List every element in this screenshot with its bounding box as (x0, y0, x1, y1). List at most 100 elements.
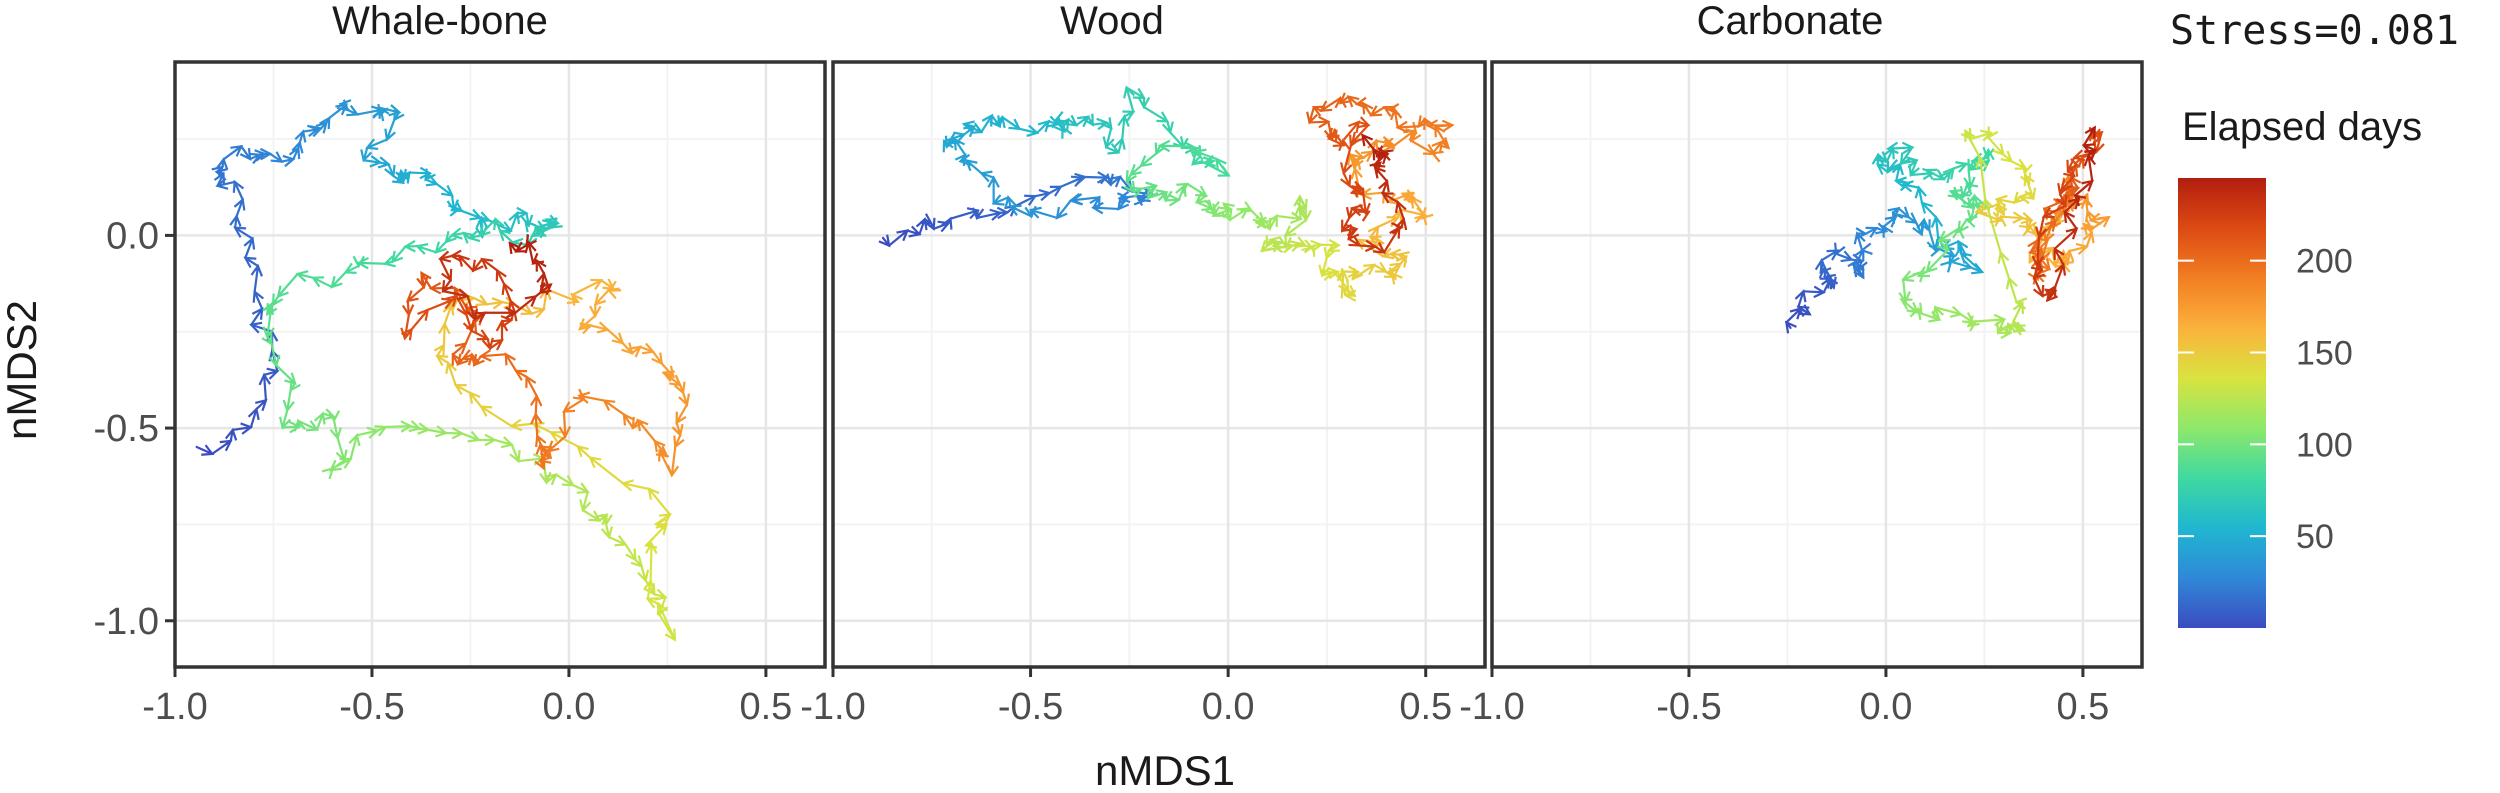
trajectory-segment (356, 108, 383, 116)
trajectory-arrowhead (1833, 242, 1846, 256)
trajectory-arrowhead (321, 466, 335, 480)
trajectory-segment (1320, 96, 1342, 112)
trajectory-segment (1399, 208, 1427, 217)
trajectory-segment (660, 362, 675, 378)
trajectory-segment (649, 542, 653, 582)
trajectory-segment (534, 413, 539, 438)
trajectory-segment (249, 407, 258, 429)
trajectory-segment (1820, 249, 1839, 262)
trajectory-segment (1034, 192, 1051, 198)
stress-label: Stress=0.081 (2170, 8, 2459, 54)
trajectory-segment (1117, 196, 1129, 211)
trajectory-segment (589, 456, 625, 485)
trajectory-arrowhead (1415, 212, 1428, 226)
trajectory-segment (1386, 262, 1402, 274)
trajectory-segment (496, 269, 506, 286)
trajectory-segment (1059, 176, 1084, 188)
trajectory-segment (1410, 139, 1436, 155)
trajectory-segment (244, 256, 260, 268)
trajectory-segment (1308, 120, 1330, 124)
trajectory-segment (606, 328, 624, 345)
trajectory-segment (1934, 216, 1940, 239)
trajectory-segment (2060, 174, 2076, 191)
trajectory-segment (1339, 277, 1350, 292)
trajectory-segment (2054, 263, 2065, 288)
trajectory-segment (1284, 219, 1308, 237)
trajectory-segment (547, 435, 567, 453)
trajectory-segment (344, 264, 360, 274)
trajectory-segment (657, 602, 676, 641)
trajectory-segment (420, 271, 426, 289)
trajectory-segment (1341, 270, 1345, 289)
trajectory-segment (1396, 200, 1405, 221)
trajectory-segment (1999, 215, 2024, 220)
trajectory-segment (480, 405, 513, 428)
panel-wood (831, 60, 1487, 669)
trajectory-segment (1835, 252, 1853, 261)
trajectory-segment (1381, 192, 1399, 204)
trajectory-segment (447, 361, 457, 387)
trajectory-segment (576, 445, 592, 459)
trajectory-segment (250, 307, 264, 326)
trajectory-segment (562, 398, 585, 413)
trajectory-segment (2087, 154, 2094, 183)
trajectory-segment (1360, 191, 1386, 196)
trajectory-segment (2029, 239, 2039, 254)
trajectory-segment (509, 211, 519, 232)
x-tick-label: -1.0 (800, 686, 865, 728)
trajectory-segment (534, 394, 538, 416)
trajectory-segment (1341, 216, 1351, 232)
trajectory-segment (603, 399, 626, 416)
trajectory-segment (1376, 216, 1399, 228)
trajectory-segment (426, 298, 454, 311)
trajectory-segment (2046, 285, 2057, 302)
trajectory-segment (514, 295, 537, 314)
x-tick-label: -1.0 (1459, 686, 1524, 728)
trajectory-segment (1925, 248, 1950, 273)
trajectory-segment (253, 290, 264, 310)
trajectory-arrowhead (2020, 161, 2033, 175)
trajectory-segment (2082, 126, 2096, 147)
trajectory-segment (1358, 244, 1377, 248)
trajectory-segment (571, 484, 589, 494)
trajectory-segment (1142, 105, 1169, 123)
trajectory-segment (441, 290, 469, 298)
trajectory-arrowhead (1361, 133, 1374, 147)
trajectory-segment (391, 245, 407, 263)
x-tick-label: 0.0 (543, 686, 596, 728)
trajectory-segment (589, 324, 609, 331)
trajectory-segment (531, 226, 547, 238)
trajectory-segment (1949, 260, 1973, 269)
trajectory-segment (336, 436, 346, 462)
x-tick-label: -0.5 (1656, 686, 1721, 728)
trajectory-segment (270, 342, 278, 367)
trajectory-arrowhead (1940, 260, 1953, 273)
trajectory-segment (651, 350, 663, 365)
trajectory-segment (1396, 125, 1420, 129)
trajectory-arrowhead (1357, 210, 1371, 222)
trajectory-segment (434, 240, 448, 254)
trajectory-segment (965, 159, 983, 175)
trajectory-segment (1895, 163, 1901, 183)
trajectory-segment (1319, 243, 1340, 247)
trajectory-segment (442, 322, 446, 347)
trajectory-segment (1361, 188, 1367, 215)
trajectory-segment (458, 254, 475, 272)
trajectory-segment (222, 145, 243, 161)
trajectory-segment (1298, 195, 1307, 212)
trajectory-segment (980, 114, 993, 134)
trajectory-segment (639, 345, 655, 353)
trajectory-segment (1938, 227, 1960, 242)
trajectory-segment (403, 313, 410, 340)
trajectory-segment (1909, 159, 1918, 177)
trajectory-segment (281, 409, 289, 429)
trajectory-segment (1009, 205, 1033, 218)
trajectory-segment (472, 296, 488, 306)
trajectory-segment (460, 432, 480, 442)
trajectory-segment (554, 473, 575, 487)
trajectory-segment (571, 279, 603, 297)
trajectory-segment (607, 535, 627, 546)
trajectory-segment (1802, 290, 1825, 294)
colorbar (2178, 178, 2266, 628)
trajectory-segment (1351, 123, 1370, 144)
